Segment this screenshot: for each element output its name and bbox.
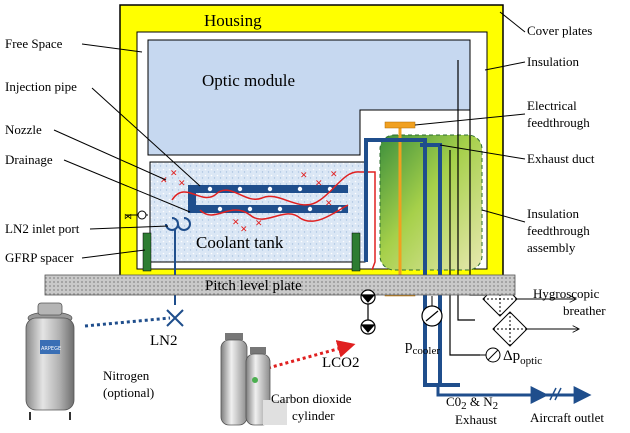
nozzle-spray-marks: ✕ ✕ ✕ ✕ ✕ ✕ ✕ ✕ ✕ ✕ bbox=[160, 169, 338, 235]
lco2-label: LCO2 bbox=[322, 355, 360, 371]
housing-label: Housing bbox=[204, 11, 262, 30]
lco2-valve-upper bbox=[360, 289, 376, 305]
insulation-feedthrough-assembly bbox=[379, 134, 483, 271]
outlet-break-mark bbox=[549, 387, 562, 401]
ln2-inlet-port-leader bbox=[89, 225, 169, 230]
gfrp-spacer-left bbox=[142, 232, 152, 272]
coolant-flow-line-2 bbox=[199, 204, 349, 222]
drainage-valve-icon: ⋈ bbox=[124, 210, 148, 221]
exhaust-duct-label: Exhaust duct bbox=[527, 151, 595, 166]
svg-text:ARPEGE: ARPEGE bbox=[41, 346, 61, 352]
nitrogen-dewar-image: ARPEGE bbox=[16, 300, 84, 422]
p-cooler-label: pcooler bbox=[405, 338, 440, 357]
ln2-label: LN2 bbox=[150, 333, 178, 349]
drainage-leader bbox=[63, 159, 191, 213]
coolant-tank-label: Coolant tank bbox=[196, 233, 284, 252]
svg-text:✕: ✕ bbox=[315, 179, 323, 189]
exhaust-duct-leader bbox=[439, 144, 526, 160]
co2-cylinder-label: Carbon dioxide bbox=[271, 391, 352, 406]
lco2-dotted-line bbox=[267, 340, 356, 370]
exhaust-outlet-line bbox=[436, 385, 549, 404]
co2-cylinder-image bbox=[220, 333, 287, 426]
pitch-level-plate bbox=[44, 274, 516, 296]
ln2-inlet-port-label: LN2 inlet port bbox=[5, 221, 80, 236]
exhaust-label: Exhaust bbox=[455, 412, 497, 427]
electrical-feedthrough-leader bbox=[414, 113, 526, 126]
coolant-flow-line bbox=[171, 171, 376, 271]
nitrogen-label: Nitrogen bbox=[103, 368, 150, 383]
ln2-valve-x-icon bbox=[166, 309, 184, 327]
hygroscopic-breather-label: Hygroscopic bbox=[533, 286, 600, 301]
drainage-label: Drainage bbox=[5, 152, 53, 167]
electrical-feedthrough-label-2: feedthrough bbox=[527, 115, 590, 130]
ln2-dotted-line bbox=[84, 316, 171, 328]
dp-optic-label: Δpoptic bbox=[503, 348, 542, 367]
nitrogen-optional-label: (optional) bbox=[103, 385, 154, 400]
insulation-feedthrough-label: Insulation bbox=[527, 206, 579, 221]
svg-text:✕: ✕ bbox=[178, 179, 186, 189]
svg-text:✕: ✕ bbox=[330, 170, 338, 180]
svg-text:✕: ✕ bbox=[232, 218, 240, 228]
nozzle-label: Nozzle bbox=[5, 122, 42, 137]
svg-text:✕: ✕ bbox=[255, 219, 263, 229]
gfrp-spacer-right bbox=[351, 232, 361, 272]
svg-text:⋈: ⋈ bbox=[124, 212, 132, 221]
gfrp-spacer-label: GFRP spacer bbox=[5, 250, 74, 265]
electrical-feedthrough-label: Electrical bbox=[527, 98, 577, 113]
gfrp-spacer-leader bbox=[81, 249, 146, 259]
insulation-leader bbox=[484, 61, 526, 71]
hygroscopic-breather-label-2: breather bbox=[563, 303, 606, 318]
exhaust-gas-label: C02 & N2 bbox=[446, 394, 498, 412]
cover-plates-leader bbox=[499, 11, 526, 33]
optic-module-label: Optic module bbox=[202, 71, 295, 90]
cover-plates-label: Cover plates bbox=[527, 23, 592, 38]
pitch-level-plate-label: Pitch level plate bbox=[205, 278, 302, 294]
svg-text:✕: ✕ bbox=[240, 225, 248, 235]
insulation-feedthrough-label-3: assembly bbox=[527, 240, 576, 255]
injection-pipe-leader bbox=[91, 87, 201, 187]
lco2-valve-lower bbox=[360, 319, 376, 335]
svg-text:✕: ✕ bbox=[300, 171, 308, 181]
insulation-feedthrough-label-2: feedthrough bbox=[527, 223, 590, 238]
free-space-label: Free Space bbox=[5, 36, 63, 51]
svg-text:✕: ✕ bbox=[160, 176, 168, 186]
dp-optic-gauge-icon bbox=[485, 347, 501, 363]
ln2-inlet-port-icon bbox=[165, 217, 191, 231]
p-cooler-gauge-icon bbox=[421, 305, 443, 327]
injection-pipe-label: Injection pipe bbox=[5, 79, 77, 94]
svg-text:✕: ✕ bbox=[170, 169, 178, 179]
aircraft-outlet-label: Aircraft outlet bbox=[530, 410, 604, 425]
co2-cylinder-label-2: cylinder bbox=[292, 408, 335, 423]
insulation-label: Insulation bbox=[527, 54, 579, 69]
nozzle-leader bbox=[53, 129, 167, 181]
insulation-feedthrough-leader bbox=[481, 209, 526, 223]
svg-text:✕: ✕ bbox=[325, 199, 333, 209]
free-space-leader bbox=[81, 43, 143, 53]
optic-module bbox=[147, 39, 471, 156]
